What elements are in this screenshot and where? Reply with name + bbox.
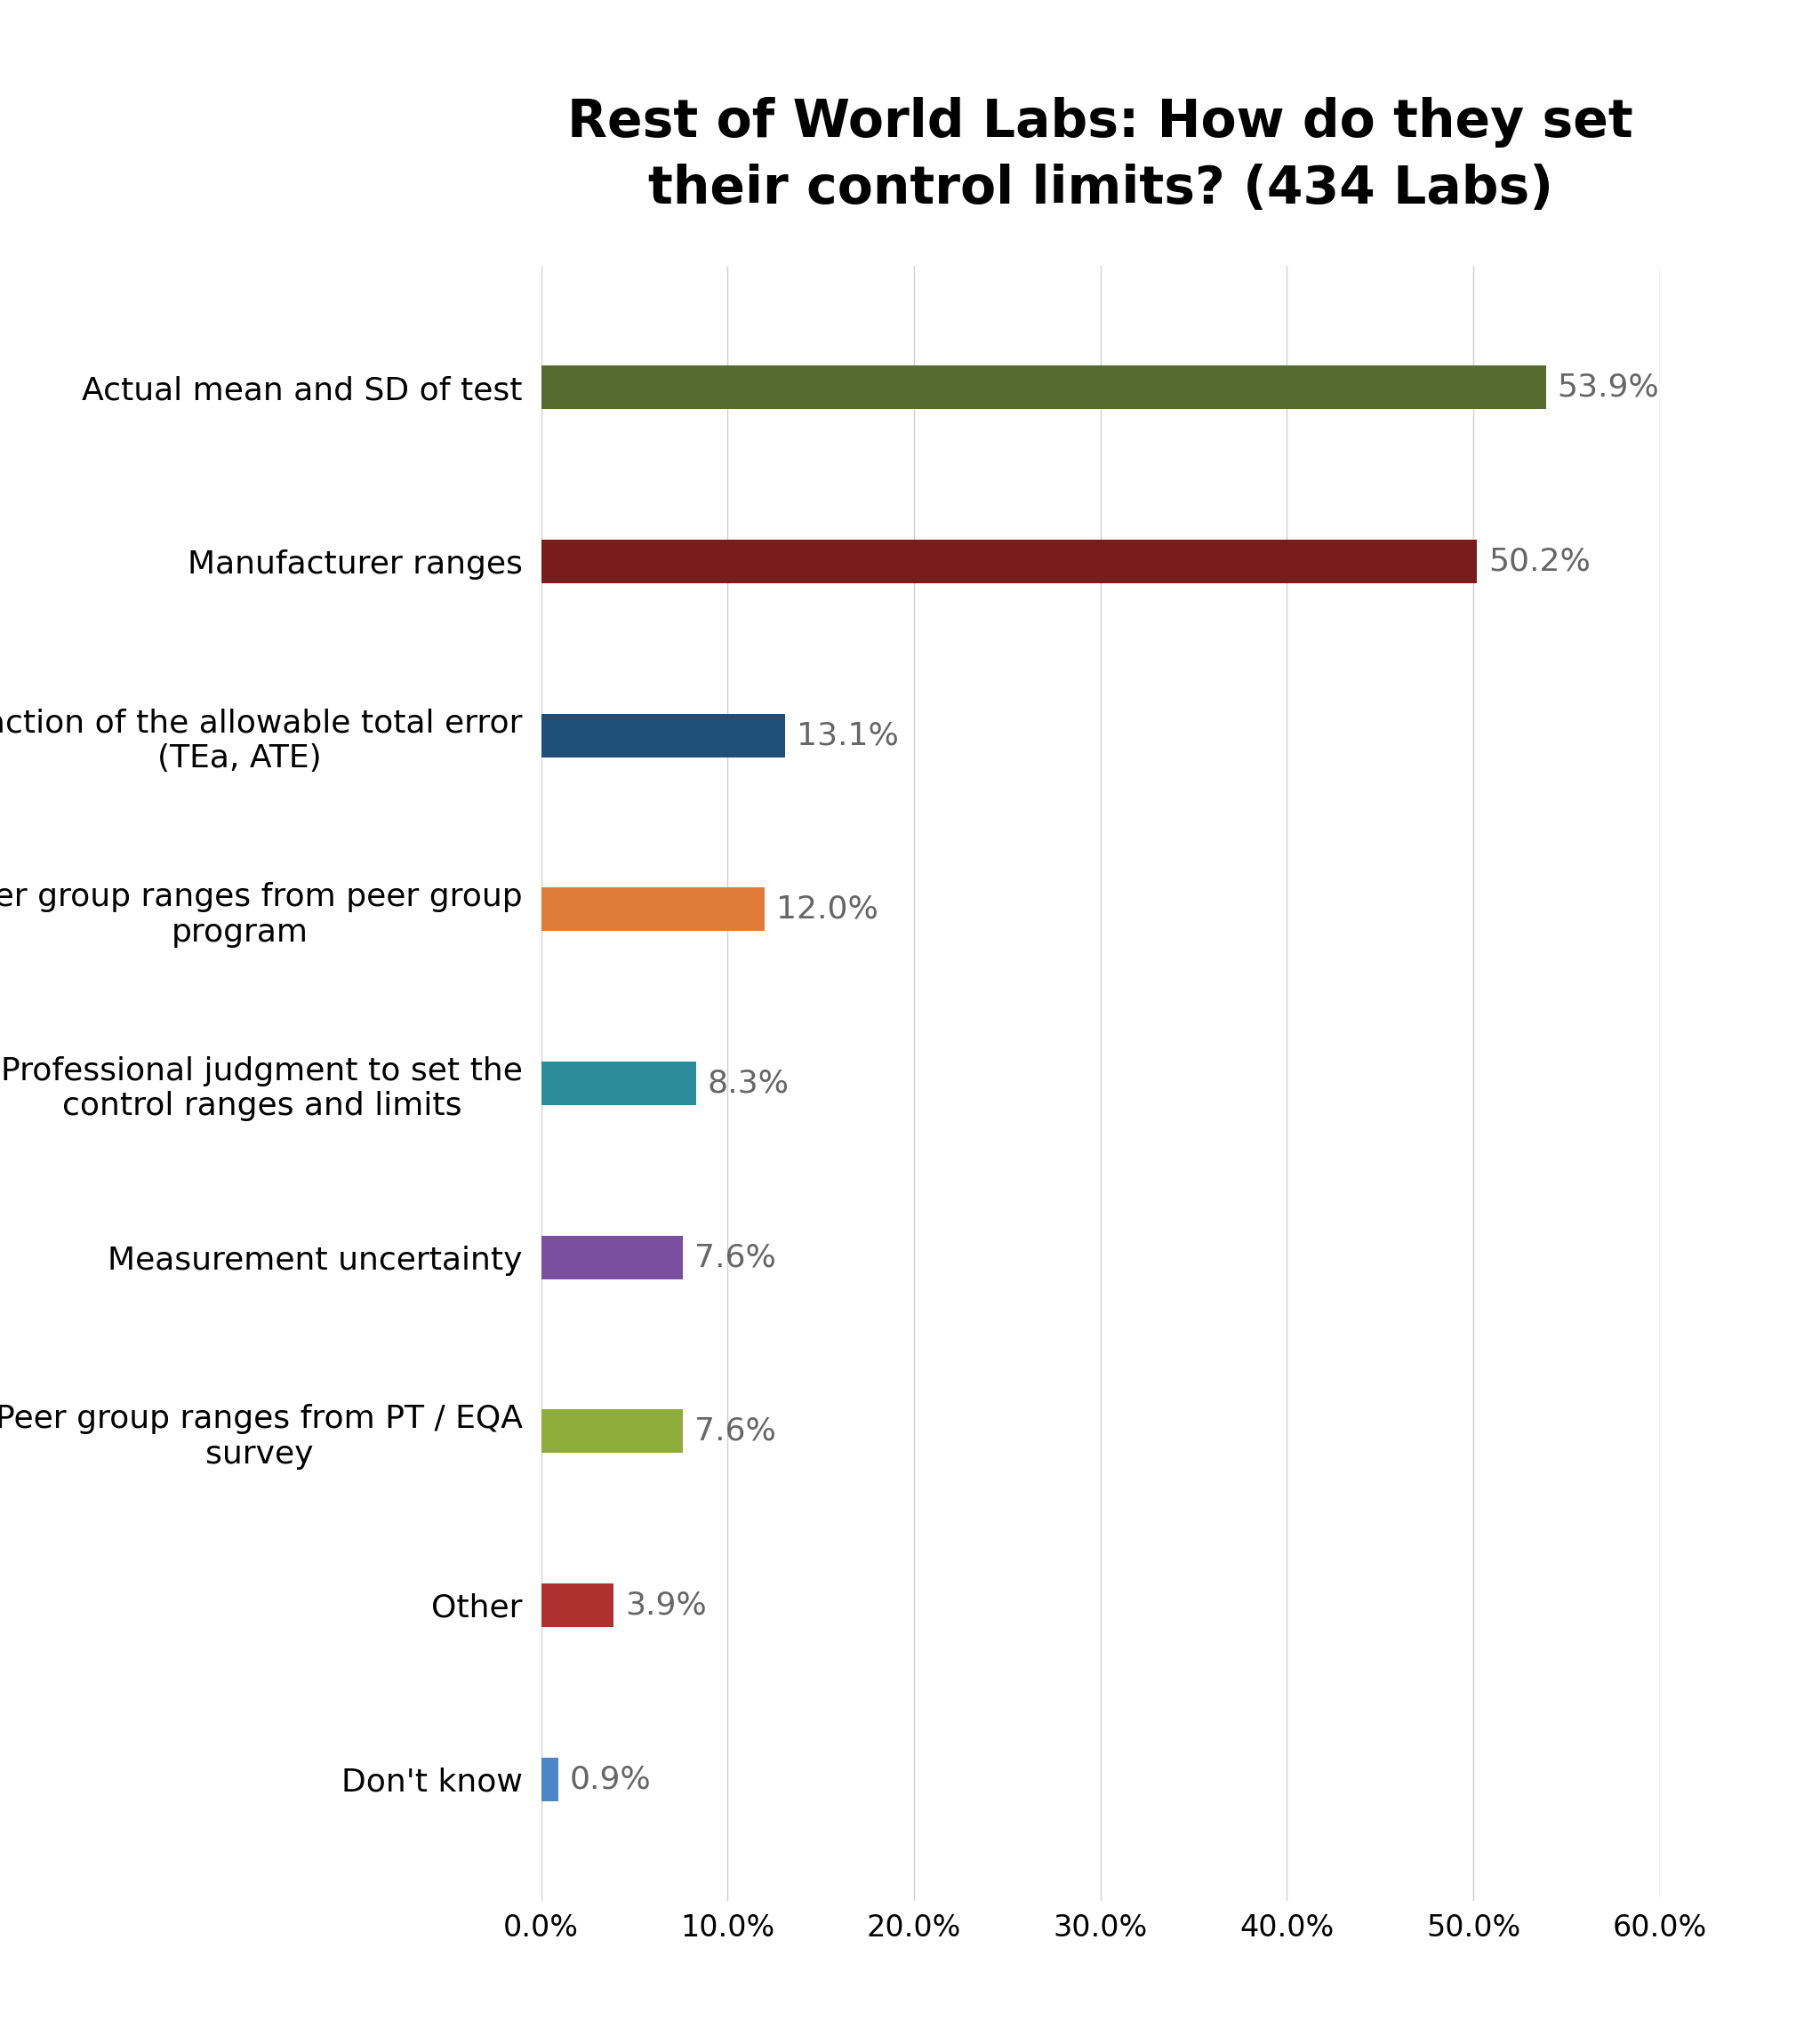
Text: 53.9%: 53.9% (1557, 372, 1660, 403)
Bar (541, 713, 785, 756)
Text: 0.9%: 0.9% (570, 1764, 651, 1795)
Text: 12.0%: 12.0% (776, 893, 879, 924)
Text: 7.6%: 7.6% (695, 1416, 776, 1447)
Text: 8.3%: 8.3% (707, 1069, 788, 1098)
Bar (541, 887, 765, 932)
Bar (541, 1410, 684, 1453)
Bar (541, 540, 1477, 583)
Text: 13.1%: 13.1% (797, 719, 898, 750)
Bar (541, 1235, 684, 1280)
Text: 3.9%: 3.9% (626, 1590, 707, 1621)
Title: Rest of World Labs: How do they set
their control limits? (434 Labs): Rest of World Labs: How do they set thei… (568, 98, 1633, 215)
Text: 50.2%: 50.2% (1488, 546, 1591, 576)
Bar (541, 1758, 557, 1801)
Text: 7.6%: 7.6% (695, 1243, 776, 1273)
Bar (541, 1584, 613, 1627)
Bar (541, 1061, 696, 1106)
Bar (541, 366, 1546, 409)
